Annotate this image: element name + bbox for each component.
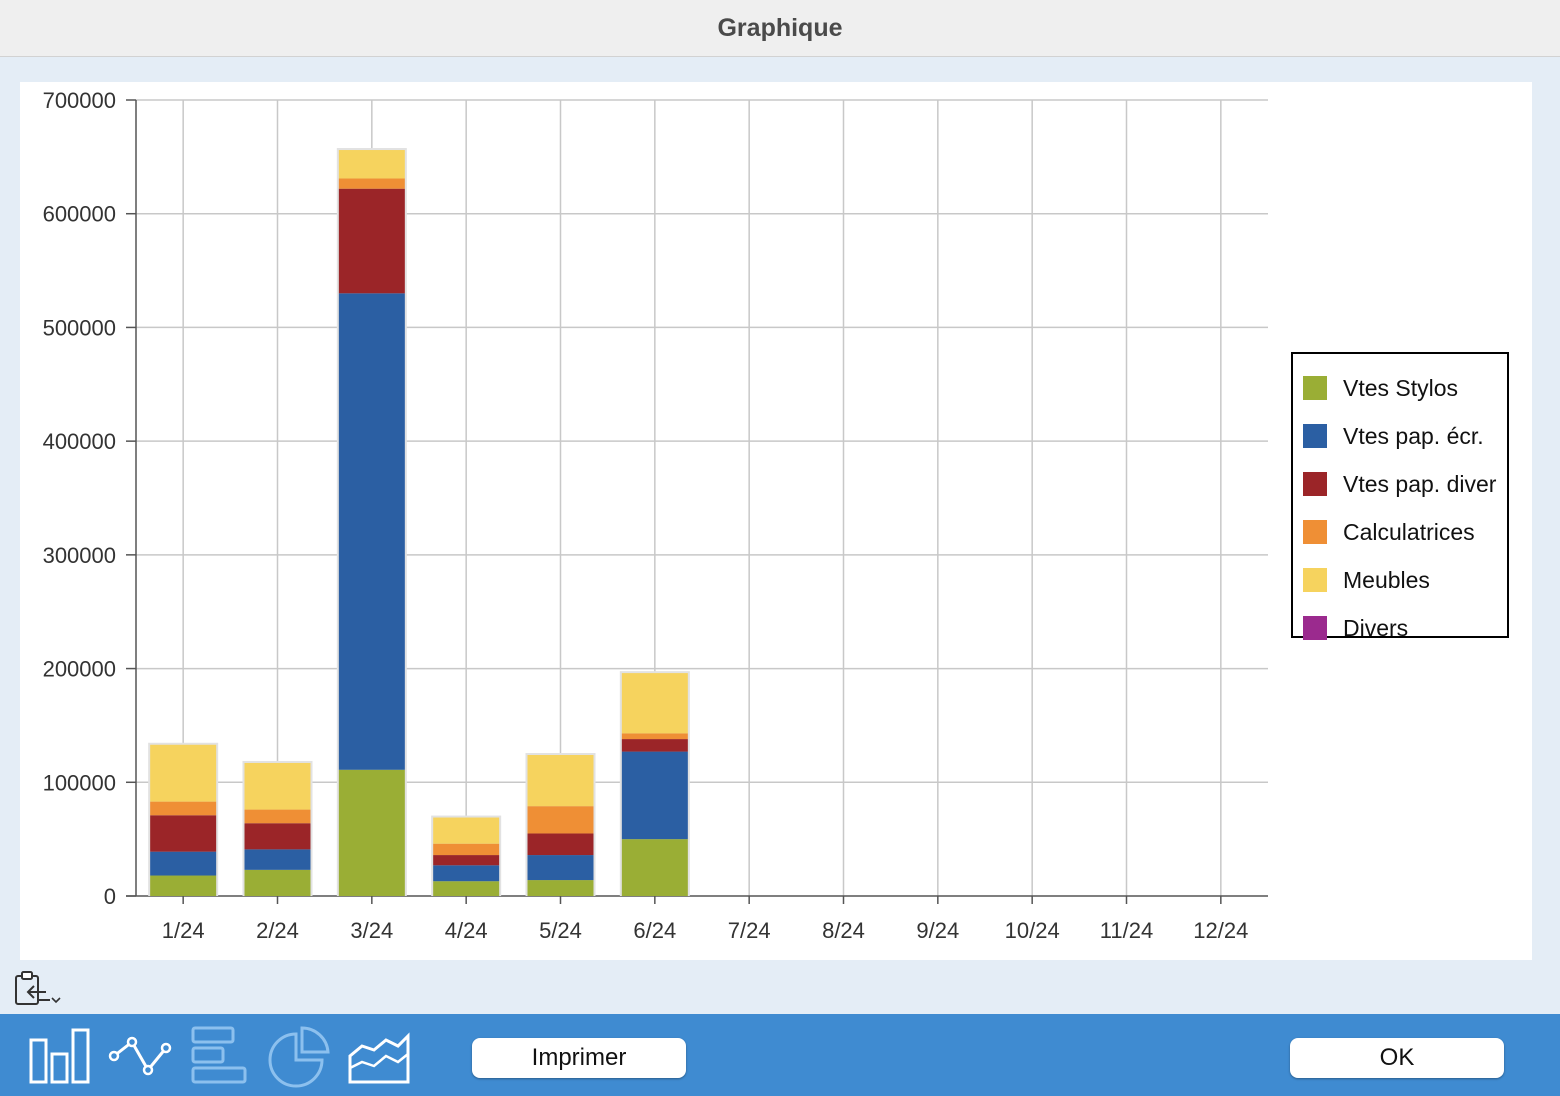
legend-item: Calculatrices [1293,508,1507,556]
y-tick-label: 700000 [43,88,116,113]
bar-segment [621,673,688,734]
horizontal-bar-chart-icon[interactable] [190,1026,250,1086]
legend-swatch [1303,520,1327,544]
y-tick-label: 200000 [43,657,116,682]
bar-segment [527,880,594,896]
x-tick-label: 10/24 [1005,918,1060,943]
y-tick-label: 600000 [43,202,116,227]
bar-segment [621,733,688,740]
bar-segment [433,843,500,856]
legend-swatch [1303,616,1327,640]
x-tick-label: 4/24 [445,918,488,943]
clipboard-export-button[interactable] [14,970,66,1010]
bar-segment [621,739,688,752]
x-tick-label: 8/24 [822,918,865,943]
legend-item: Divers [1293,604,1507,652]
bar-segment [433,865,500,882]
y-tick-label: 300000 [43,543,116,568]
bar-segment [621,751,688,840]
bar-segment [244,809,311,824]
print-button[interactable]: Imprimer [472,1038,686,1078]
title-bar: Graphique [0,0,1560,57]
bar-segment [338,150,405,179]
bar-chart-icon[interactable] [28,1026,92,1086]
bar-segment [150,815,217,852]
bar-segment [338,188,405,294]
x-tick-label: 5/24 [539,918,582,943]
y-tick-label: 500000 [43,315,116,340]
legend-item: Vtes pap. diver [1293,460,1507,508]
window-title: Graphique [717,13,843,42]
legend-label: Vtes Stylos [1343,374,1459,401]
chart-panel: 0 100000 200000 300000 400000 500000 600000 700… [20,82,1532,960]
legend-swatch [1303,424,1327,448]
bar-segment [621,839,688,896]
legend-label: Meubles [1343,566,1430,593]
clipboard-export-icon [15,971,61,1005]
y-tick-label: 400000 [43,429,116,454]
bar-segment [244,849,311,870]
legend-label: Calculatrices [1343,518,1475,545]
bar-segment [527,754,594,807]
bar-segment [244,762,311,810]
x-tick-label: 2/24 [256,918,299,943]
bar-segment [150,875,217,896]
stacked-bar-chart: 0 100000 200000 300000 400000 500000 600000 700… [43,88,1268,943]
x-tick-label: 9/24 [916,918,959,943]
legend-label: Vtes pap. écr. [1343,422,1484,449]
x-tick-label: 7/24 [728,918,771,943]
legend-label: Divers [1343,614,1409,641]
bar-segment [338,178,405,189]
bar-segment [527,855,594,881]
bar-segment [150,801,217,816]
bar-segment [433,855,500,866]
pie-chart-icon[interactable] [268,1026,330,1088]
bar-segment [244,823,311,850]
bar-segment [150,744,217,802]
bar-segment [150,851,217,876]
bar-segment [527,806,594,834]
bar-segment [527,833,594,856]
ok-button[interactable]: OK [1290,1038,1504,1078]
legend-item: Vtes Stylos [1293,364,1507,412]
legend-item: Vtes pap. écr. [1293,412,1507,460]
bottom-toolbar: Imprimer OK [0,1014,1560,1096]
legend-label: Vtes pap. diver [1343,470,1497,497]
bar-segment [338,293,405,770]
bar-segment [244,869,311,896]
x-tick-label: 12/24 [1193,918,1248,943]
bar-segment [338,769,405,896]
legend-swatch [1303,568,1327,592]
chart-legend: Vtes Stylos Vtes pap. écr. Vtes pap. diver… [1291,352,1509,641]
area-chart-icon[interactable] [348,1026,412,1086]
legend-swatch [1303,376,1327,400]
bar-segment [433,881,500,896]
x-tick-label: 6/24 [633,918,676,943]
x-tick-label: 3/24 [350,918,393,943]
x-tick-label: 1/24 [162,918,205,943]
bar-segment [433,817,500,844]
y-tick-label: 100000 [43,770,116,795]
legend-swatch [1303,472,1327,496]
y-tick-label: 0 [104,884,116,909]
x-tick-label: 11/24 [1100,918,1153,943]
line-chart-icon[interactable] [108,1026,174,1086]
legend-item: Meubles [1293,556,1507,604]
